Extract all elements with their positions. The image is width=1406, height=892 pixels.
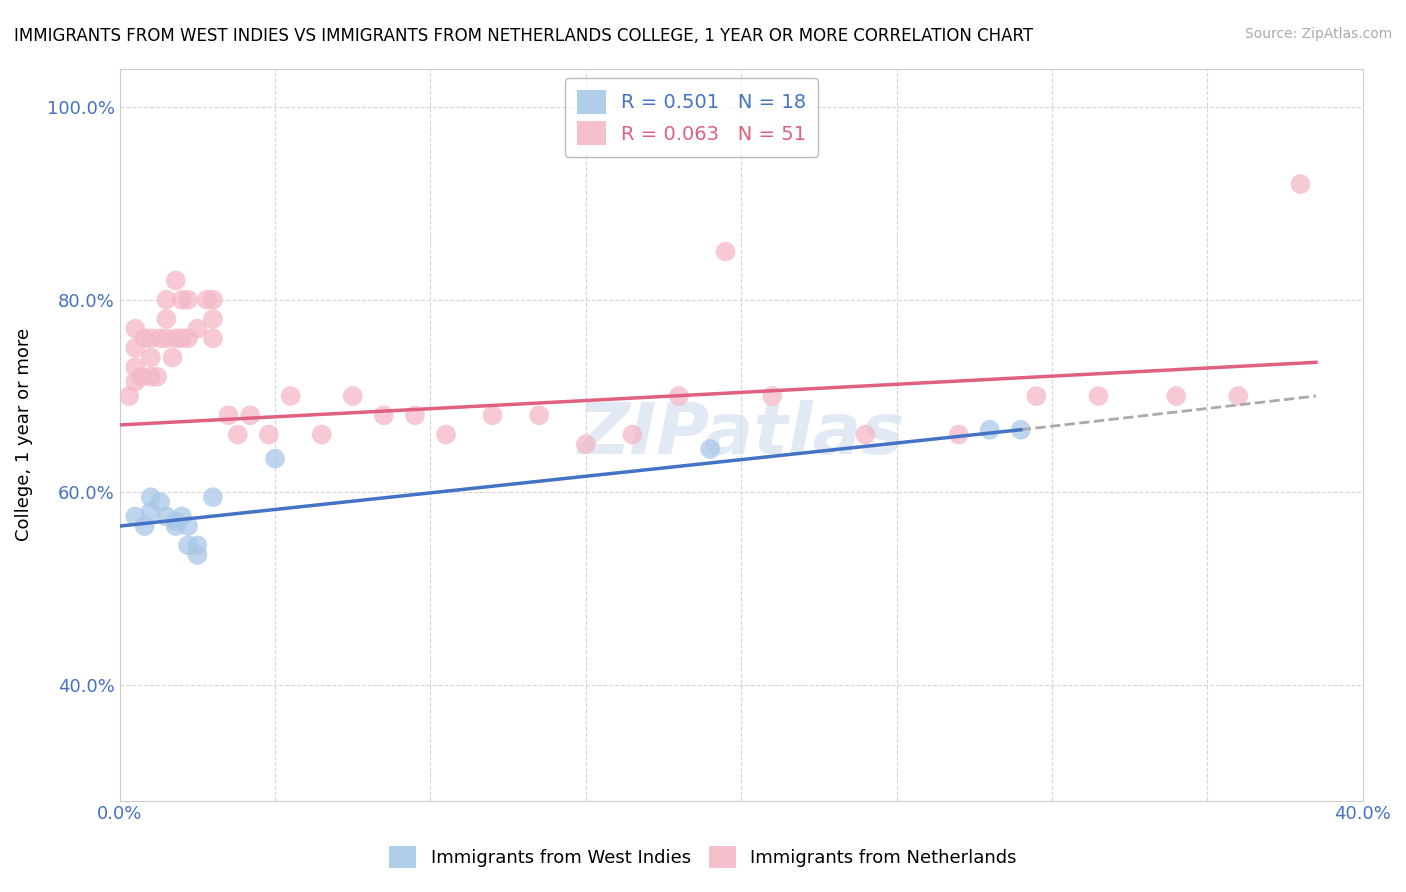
- Y-axis label: College, 1 year or more: College, 1 year or more: [15, 328, 32, 541]
- Point: [311, 427, 333, 442]
- Point: [201, 490, 224, 504]
- Point: [177, 331, 200, 345]
- Point: [342, 389, 364, 403]
- Point: [177, 293, 200, 307]
- Point: [165, 519, 187, 533]
- Point: [165, 514, 187, 528]
- Point: [699, 442, 721, 456]
- Point: [186, 321, 208, 335]
- Point: [134, 519, 156, 533]
- Point: [162, 351, 184, 365]
- Point: [170, 509, 193, 524]
- Point: [139, 369, 162, 384]
- Point: [855, 427, 877, 442]
- Point: [124, 321, 146, 335]
- Point: [201, 331, 224, 345]
- Point: [621, 427, 644, 442]
- Point: [1010, 423, 1032, 437]
- Point: [177, 538, 200, 552]
- Legend: Immigrants from West Indies, Immigrants from Netherlands: Immigrants from West Indies, Immigrants …: [378, 835, 1028, 879]
- Point: [481, 409, 503, 423]
- Point: [170, 331, 193, 345]
- Point: [170, 293, 193, 307]
- Text: IMMIGRANTS FROM WEST INDIES VS IMMIGRANTS FROM NETHERLANDS COLLEGE, 1 YEAR OR MO: IMMIGRANTS FROM WEST INDIES VS IMMIGRANT…: [14, 27, 1033, 45]
- Point: [131, 369, 153, 384]
- Point: [186, 548, 208, 562]
- Point: [139, 351, 162, 365]
- Point: [134, 331, 156, 345]
- Point: [761, 389, 783, 403]
- Point: [226, 427, 249, 442]
- Point: [118, 389, 141, 403]
- Point: [239, 409, 262, 423]
- Point: [948, 427, 970, 442]
- Point: [373, 409, 395, 423]
- Point: [124, 509, 146, 524]
- Point: [280, 389, 302, 403]
- Point: [165, 273, 187, 287]
- Point: [714, 244, 737, 259]
- Point: [155, 312, 177, 326]
- Legend: R = 0.501   N = 18, R = 0.063   N = 51: R = 0.501 N = 18, R = 0.063 N = 51: [565, 78, 818, 157]
- Point: [186, 538, 208, 552]
- Point: [979, 423, 1001, 437]
- Point: [1087, 389, 1109, 403]
- Point: [575, 437, 598, 451]
- Point: [195, 293, 218, 307]
- Point: [201, 293, 224, 307]
- Point: [257, 427, 280, 442]
- Text: ZIPatlas: ZIPatlas: [578, 401, 905, 469]
- Point: [1025, 389, 1047, 403]
- Point: [264, 451, 287, 466]
- Point: [124, 360, 146, 375]
- Point: [1227, 389, 1250, 403]
- Point: [201, 312, 224, 326]
- Point: [146, 369, 169, 384]
- Point: [124, 375, 146, 389]
- Point: [668, 389, 690, 403]
- Point: [155, 509, 177, 524]
- Point: [149, 495, 172, 509]
- Point: [139, 331, 162, 345]
- Point: [404, 409, 426, 423]
- Point: [124, 341, 146, 355]
- Point: [218, 409, 240, 423]
- Point: [177, 519, 200, 533]
- Point: [1166, 389, 1188, 403]
- Point: [149, 331, 172, 345]
- Point: [165, 331, 187, 345]
- Point: [434, 427, 457, 442]
- Point: [139, 505, 162, 519]
- Point: [155, 331, 177, 345]
- Point: [139, 490, 162, 504]
- Point: [155, 293, 177, 307]
- Point: [527, 409, 550, 423]
- Text: Source: ZipAtlas.com: Source: ZipAtlas.com: [1244, 27, 1392, 41]
- Point: [1289, 177, 1312, 191]
